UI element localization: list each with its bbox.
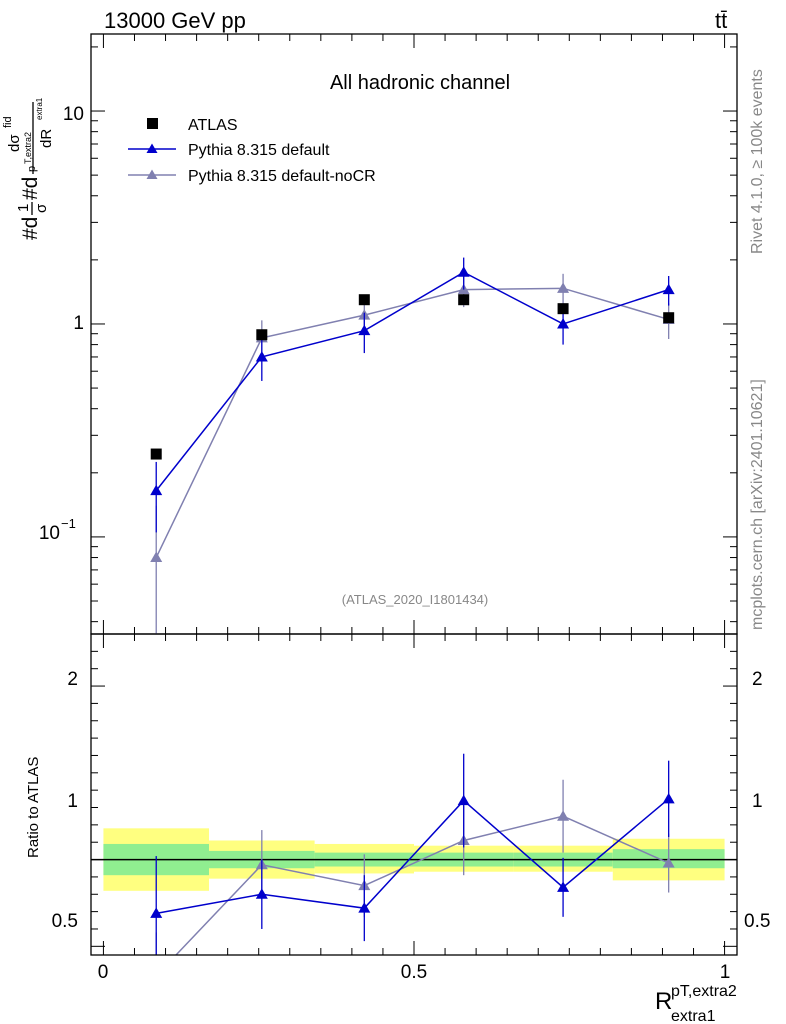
- ylabel-dR: dR: [38, 129, 55, 148]
- energy-label: 13000 GeV pp: [104, 8, 246, 33]
- ratio-uncertainty-bands: [91, 828, 737, 891]
- ratio-frame-border: [90, 633, 738, 956]
- main-point-pythia-default: [457, 266, 470, 277]
- y-tick-label-10: 10: [63, 104, 84, 125]
- main-point-atlas: [256, 329, 268, 341]
- xlabel-subscript: extra1: [671, 1008, 716, 1024]
- x-tick-label-0.5: 0.5: [401, 962, 427, 983]
- x-tick-label-1: 1: [720, 962, 731, 983]
- main-point-pythia-default: [557, 317, 570, 329]
- process-label: tt̄: [715, 8, 727, 33]
- ratio-line-pythia-default: [156, 798, 670, 915]
- main-y-axis-label: #d 1 σ #d dσ fid p T,extra2 extra1 dR: [2, 97, 55, 240]
- ylabel-d-second: #d: [19, 177, 42, 200]
- x-axis-label: R pT,extra2 extra1: [655, 983, 737, 1024]
- main-point-pythia-default: [358, 324, 371, 336]
- ratio-y-tick-label-2: 2: [67, 669, 78, 690]
- ratio-point-pythia-nocr: [557, 810, 570, 821]
- main-point-pythia-nocr: [557, 282, 570, 293]
- main-point-atlas: [663, 312, 675, 324]
- ratio-point-pythia-nocr: [662, 857, 675, 868]
- ylabel-d-prefix: #d: [19, 217, 42, 240]
- legend-marker-pythia-default: [146, 143, 158, 153]
- main-point-atlas: [150, 448, 162, 460]
- ratio-y-tick-label-right-2: 2: [752, 669, 763, 690]
- ylabel-T-extra2: T,extra2: [23, 132, 33, 164]
- main-point-pythia-default: [255, 350, 268, 362]
- ratio-y-tick-label-right-0.5: 0.5: [744, 911, 770, 932]
- ratio-y-tick-label-right-1: 1: [752, 791, 763, 812]
- ratio-y-tick-label-0.5: 0.5: [52, 911, 78, 932]
- ylabel-extra1: extra1: [35, 97, 44, 120]
- y-tick-label-1: 1: [73, 313, 84, 334]
- legend-marker-atlas: [147, 118, 158, 129]
- xlabel-R: R: [655, 988, 672, 1015]
- ratio-point-pythia-default: [150, 907, 163, 918]
- main-title: All hadronic channel: [330, 72, 510, 94]
- ylabel-p: p: [26, 166, 38, 172]
- ratio-y-axis-label: Ratio to ATLAS: [25, 757, 42, 858]
- ratio-data-layer: [150, 753, 675, 956]
- ylabel-dsigma: dσ: [6, 134, 23, 152]
- main-point-atlas: [458, 294, 470, 306]
- main-data-layer: [150, 257, 675, 634]
- ratio-y-tick-label-1: 1: [67, 791, 78, 812]
- ratio-line-pythia-nocr: [175, 815, 669, 956]
- mcplots-label: mcplots.cern.ch [arXiv:2401.10621]: [749, 379, 766, 630]
- legend-label-pythia-default: Pythia 8.315 default: [188, 142, 330, 159]
- main-point-pythia-nocr: [150, 551, 163, 563]
- analysis-id-label: (ATLAS_2020_I1801434): [342, 592, 488, 607]
- ratio-point-pythia-default: [358, 902, 371, 913]
- ratio-point-pythia-default: [457, 794, 470, 806]
- legend-marker-pythia-nocr: [146, 169, 158, 179]
- main-line-pythia-nocr: [155, 287, 669, 558]
- x-tick-label-0: 0: [98, 962, 109, 983]
- y-tick-label-0.1-exponent: −1: [61, 516, 76, 531]
- ylabel-sigma: σ: [33, 203, 50, 213]
- main-point-pythia-default: [662, 283, 675, 295]
- legend-label-pythia-nocr: Pythia 8.315 default-noCR: [188, 168, 376, 185]
- main-line-pythia-default: [155, 271, 669, 492]
- ylabel-fid: fid: [2, 116, 14, 128]
- legend: ATLAS Pythia 8.315 default Pythia 8.315 …: [128, 117, 376, 185]
- main-point-pythia-default: [150, 484, 163, 496]
- rivet-version-label: Rivet 4.1.0, ≥ 100k events: [749, 69, 766, 254]
- ylabel-one: 1: [15, 204, 32, 212]
- ratio-point-pythia-default: [662, 792, 675, 804]
- ratio-point-pythia-default: [557, 881, 570, 892]
- main-point-atlas: [557, 303, 569, 315]
- ratio-axes: [90, 633, 738, 956]
- ratio-point-pythia-default: [255, 888, 268, 899]
- main-axes: [91, 34, 737, 634]
- xlabel-superscript: pT,extra2: [671, 983, 737, 1000]
- y-tick-label-0.1-base: 10: [39, 523, 60, 544]
- main-point-atlas: [358, 294, 370, 306]
- legend-label-atlas: ATLAS: [188, 117, 238, 134]
